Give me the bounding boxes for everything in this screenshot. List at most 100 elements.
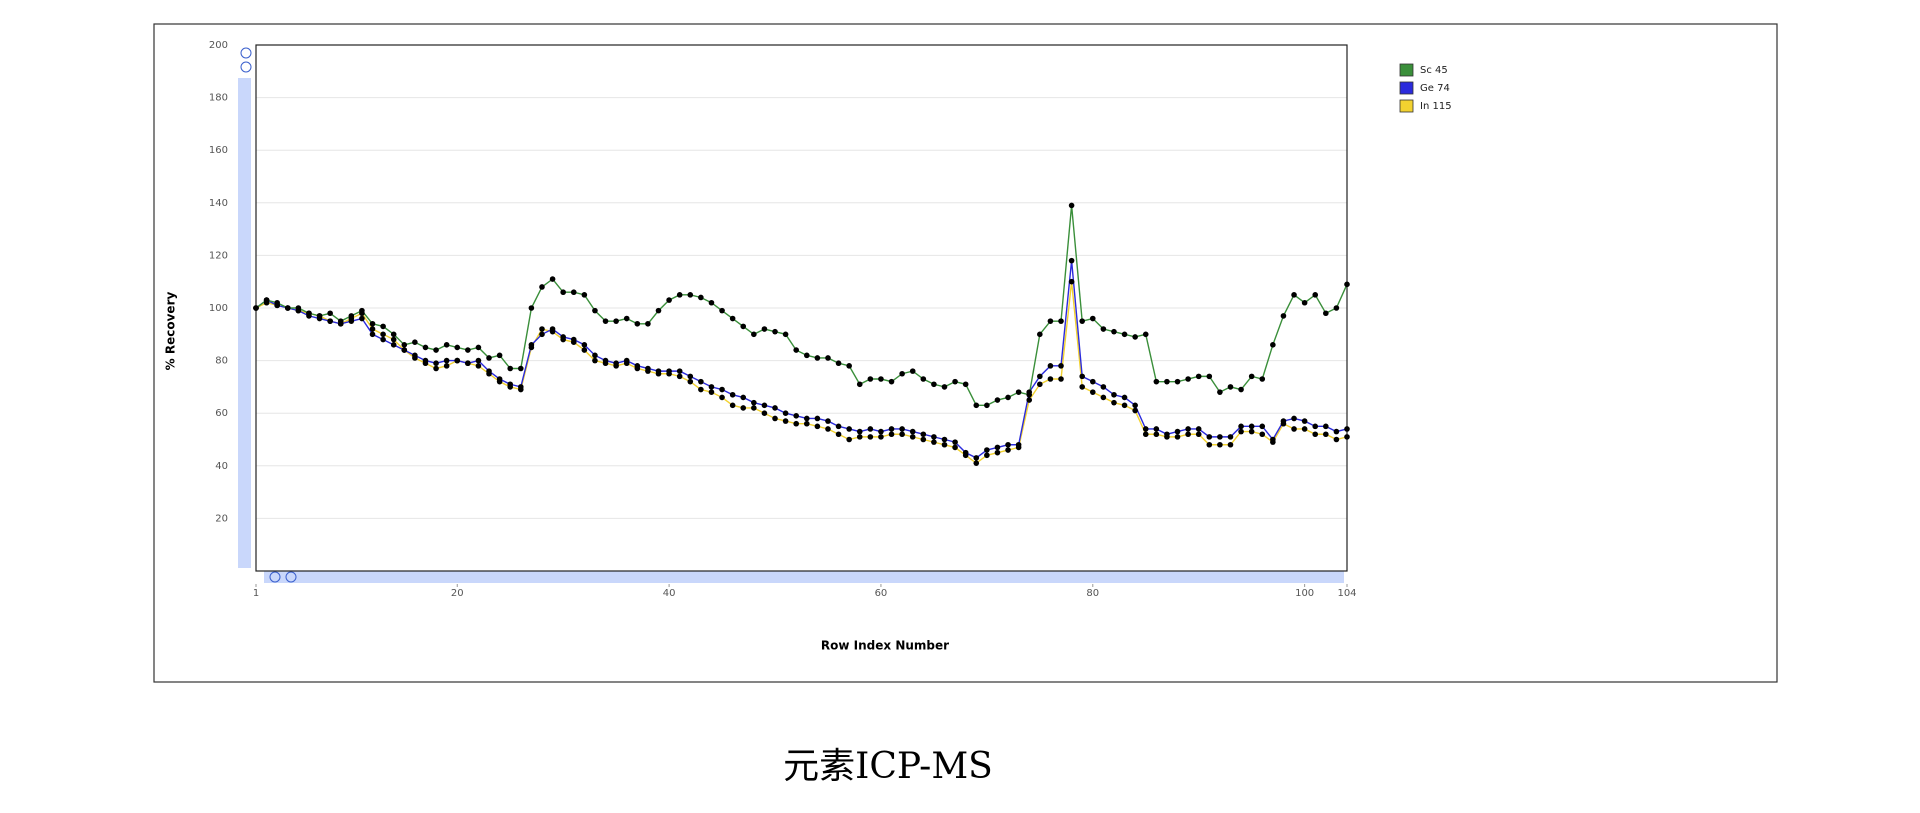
data-point [1323,431,1329,438]
x-tick-label: 80 [1086,588,1099,599]
data-point [814,415,821,422]
y-tick-label: 80 [215,356,228,367]
data-point [729,315,736,322]
data-point [359,315,365,322]
data-point [793,347,800,353]
data-point [486,355,492,361]
data-point [380,323,386,330]
data-point [1259,376,1266,382]
data-point [1047,376,1054,382]
data-point [1206,373,1213,380]
data-point [560,289,566,296]
data-point [475,357,482,364]
data-point [528,305,535,311]
data-point [782,410,789,417]
data-point [1058,363,1064,369]
data-point [412,339,418,345]
data-point [676,373,683,380]
y-scrollbar[interactable] [238,78,251,568]
data-point [994,397,1001,403]
data-point [560,336,566,343]
data-point [1068,278,1075,285]
data-point [1174,378,1181,385]
data-point [666,297,672,303]
data-point [592,307,598,314]
data-point [486,370,492,377]
zoom-in[interactable] [269,571,281,583]
data-point [518,386,524,393]
legend-swatch [1399,81,1414,95]
data-point [1312,423,1319,430]
data-point [1323,310,1329,317]
data-point [369,331,376,338]
data-point [920,376,927,382]
data-point [645,320,651,327]
data-point [1238,386,1244,393]
zoom-out[interactable] [285,571,297,583]
x-scrollbar[interactable] [264,571,1344,583]
data-point [751,405,757,411]
y-tick-label: 200 [209,40,228,51]
data-point [708,389,715,395]
x-tick-label: 100 [1295,588,1314,599]
data-point [1079,384,1085,390]
data-point [1217,434,1223,440]
data-point [708,384,715,390]
y-tick-label: 120 [209,250,228,261]
data-point [856,428,863,435]
data-point [825,418,831,424]
data-point [401,347,408,353]
data-point [973,460,980,466]
data-point [888,426,895,432]
zoom-in[interactable] [240,47,252,59]
data-point [1121,394,1128,401]
data-point [1238,428,1244,435]
data-point [316,313,323,319]
data-point [1100,384,1107,390]
data-point [1015,389,1022,395]
data-point [1312,292,1319,298]
data-point [899,370,905,377]
data-point [888,431,895,438]
data-point [1005,394,1011,401]
data-point [920,436,927,443]
data-point [369,326,376,332]
data-point [1195,431,1202,438]
data-point [380,331,386,338]
data-point [327,310,333,317]
data-point [1344,281,1350,288]
data-point [825,355,831,361]
data-point [761,326,768,332]
y-tick-label: 140 [209,198,228,209]
data-point [348,315,355,322]
data-point [1280,420,1287,427]
data-point [856,381,863,388]
data-point [920,431,927,438]
data-point [581,342,588,348]
data-point [867,426,874,432]
data-point [941,436,948,443]
data-point [803,415,810,422]
data-point [878,428,884,435]
y-tick-label: 180 [209,93,228,104]
data-point [1195,373,1202,380]
data-point [390,331,397,338]
data-point [496,378,503,385]
data-point [1132,334,1138,340]
data-point [327,318,333,324]
data-point [1333,436,1340,443]
data-point [1164,378,1170,385]
data-point [1301,299,1308,306]
data-point [867,376,874,382]
data-point [1259,423,1266,430]
data-point [952,444,958,451]
data-point [1153,426,1160,432]
data-point [825,426,831,432]
data-point [973,455,980,461]
data-point [1185,431,1191,438]
zoom-out[interactable] [240,61,252,73]
data-point [899,431,905,438]
data-point [1142,431,1149,438]
data-point [390,342,397,348]
